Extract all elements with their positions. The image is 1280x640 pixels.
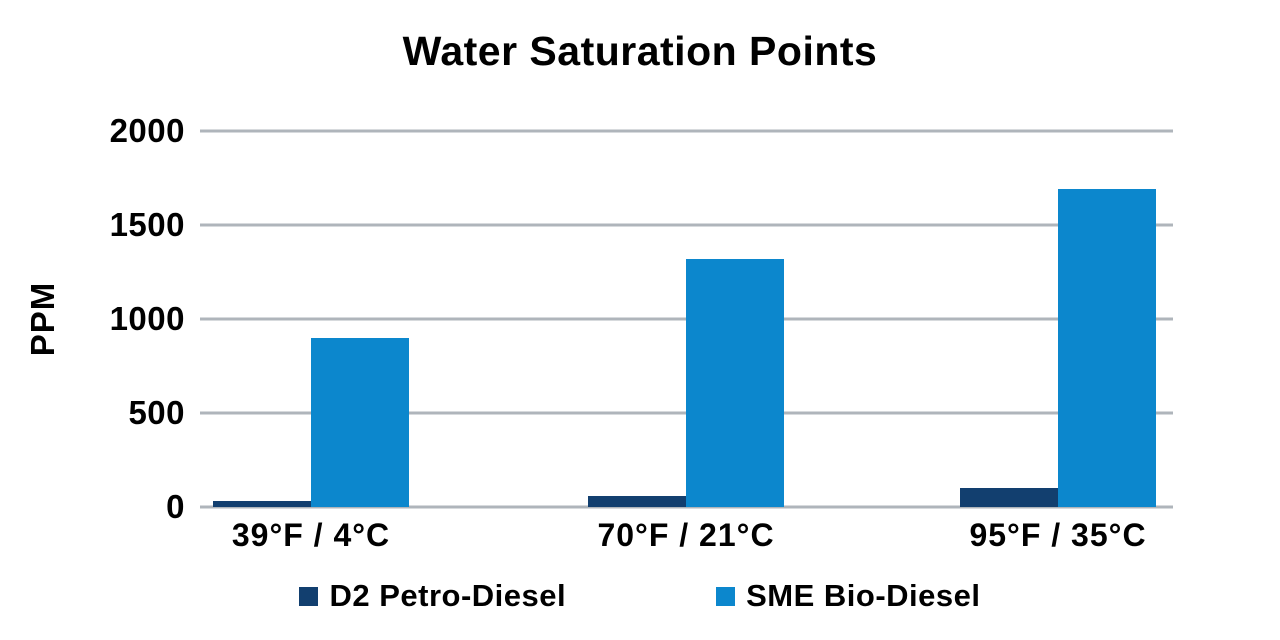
legend-entry-d2-petro-diesel: D2 Petro-Diesel xyxy=(299,578,566,614)
legend-label-sme-bio-diesel: SME Bio-Diesel xyxy=(746,578,981,613)
plot-area xyxy=(200,129,1173,509)
legend: D2 Petro-Diesel SME Bio-Diesel xyxy=(0,578,1280,614)
gridline-0 xyxy=(200,505,1173,509)
bar-d2-petro-diesel-group-3 xyxy=(960,488,1058,507)
bar-group-3 xyxy=(960,131,1156,507)
gridline-1500 xyxy=(200,223,1173,227)
x-label-group-2: 70°F / 21°C xyxy=(597,517,775,553)
legend-swatch-sme-bio-diesel xyxy=(716,586,736,606)
x-axis-labels: 39°F / 4°C 70°F / 21°C 95°F / 35°C xyxy=(200,517,1173,561)
bar-d2-petro-diesel-group-2 xyxy=(588,496,686,507)
y-axis-ticks: 2000 1500 1000 500 0 xyxy=(0,112,185,525)
bar-d2-petro-diesel-group-1 xyxy=(213,501,311,507)
x-label-group-1: 39°F / 4°C xyxy=(231,517,391,553)
bar-sme-bio-diesel-group-1 xyxy=(311,338,409,507)
y-tick-1000: 1000 xyxy=(109,300,185,337)
legend-swatch-d2-petro-diesel xyxy=(299,586,319,606)
chart-title: Water Saturation Points xyxy=(402,28,878,74)
gridline-2000 xyxy=(200,129,1173,133)
bar-group-2 xyxy=(588,131,784,507)
x-label-group-3: 95°F / 35°C xyxy=(969,517,1147,553)
legend-entry-sme-bio-diesel: SME Bio-Diesel xyxy=(716,578,980,614)
bar-sme-bio-diesel-group-2 xyxy=(686,259,784,507)
y-tick-500: 500 xyxy=(128,394,185,431)
bar-sme-bio-diesel-group-3 xyxy=(1058,189,1156,507)
legend-label-d2-petro-diesel: D2 Petro-Diesel xyxy=(329,578,567,613)
bar-group-1 xyxy=(213,131,409,507)
y-tick-2000: 2000 xyxy=(109,112,185,149)
y-tick-1500: 1500 xyxy=(109,206,185,243)
y-tick-0: 0 xyxy=(166,488,185,525)
